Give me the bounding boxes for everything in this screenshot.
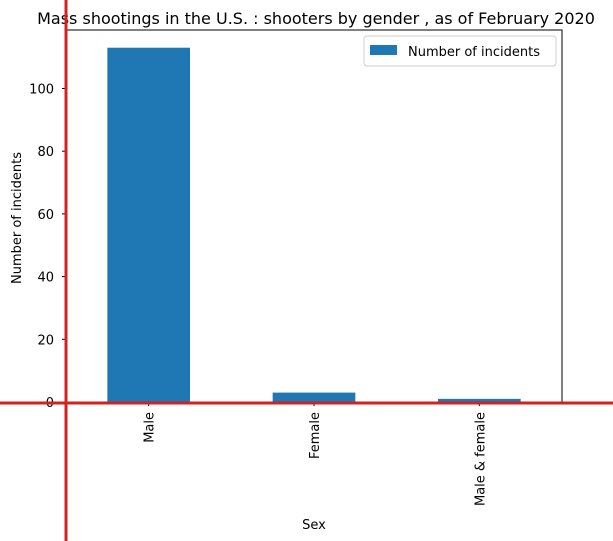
x-tick-label: Male & female: [473, 412, 488, 506]
chart-title: Mass shootings in the U.S. : shooters by…: [37, 9, 595, 28]
x-tick-label: Male: [143, 412, 158, 443]
x-axis-ticks: Male Female Male & female: [143, 402, 488, 506]
y-tick-label: 60: [37, 208, 54, 223]
legend-label: Number of incidents: [408, 45, 540, 60]
bar-female: [272, 392, 356, 402]
bar-male: [107, 47, 190, 402]
bar-male-female: [438, 398, 521, 402]
y-tick-label: 80: [37, 145, 54, 160]
y-tick-label: 40: [37, 271, 54, 286]
y-tick-label: 100: [29, 82, 54, 97]
x-axis-title: Sex: [302, 518, 326, 533]
legend-swatch: [370, 45, 397, 55]
legend: Number of incidents: [363, 35, 557, 67]
bars-group: [107, 47, 521, 402]
legend-box: [363, 35, 557, 67]
y-tick-label: 20: [37, 333, 54, 348]
x-tick-label: Female: [308, 412, 323, 459]
y-axis-title: Number of incidents: [10, 152, 25, 284]
